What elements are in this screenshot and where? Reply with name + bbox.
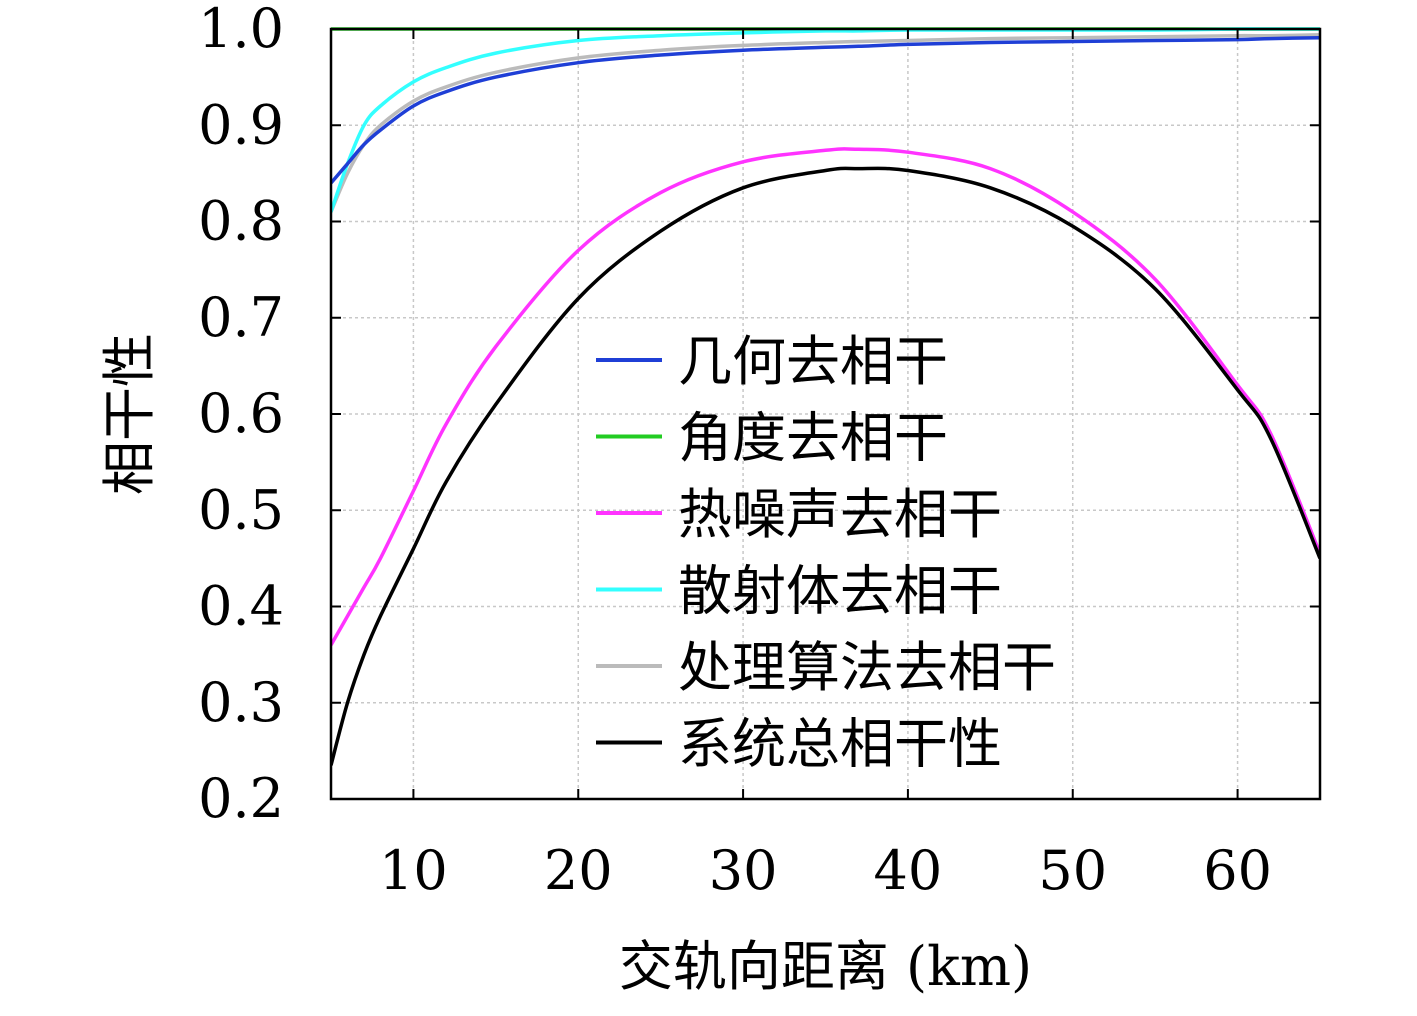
series-line-5 xyxy=(331,166,1320,766)
tick-layer: 10 20 30 40 50 60 0.2 0.3 0.4 0.5 0.6 0.7 0.8 0.9 1.0 xyxy=(198,0,1320,902)
y-tick-label: 0.7 xyxy=(198,286,284,349)
series-line-0 xyxy=(331,35,1320,185)
x-tick-label: 10 xyxy=(379,839,448,902)
x-tick-label: 40 xyxy=(874,839,943,902)
x-tick-label: 20 xyxy=(544,839,613,902)
legend-label-2: 热噪声去相干 xyxy=(678,483,1002,546)
legend-label-5: 系统总相干性 xyxy=(678,713,1002,776)
x-axis-title: 交轨向距离 (km) xyxy=(619,935,1032,998)
y-tick-label: 0.8 xyxy=(198,190,284,253)
y-tick-label: 0.6 xyxy=(198,382,284,445)
legend-label-3: 散射体去相干 xyxy=(678,560,1002,623)
x-tick-label: 30 xyxy=(709,839,778,902)
y-tick-label: 0.3 xyxy=(198,671,284,734)
y-tick-label: 0.2 xyxy=(198,767,284,830)
y-tick-label: 0.5 xyxy=(198,478,284,541)
series-line-4 xyxy=(331,33,1320,213)
x-tick-label: 50 xyxy=(1038,839,1107,902)
y-axis-title: 相干性 xyxy=(98,333,161,495)
legend-label-4: 处理算法去相干 xyxy=(678,636,1056,699)
y-tick-label: 0.9 xyxy=(198,93,284,156)
legend-label-0: 几何去相干 xyxy=(678,330,948,393)
legend-label-1: 角度去相干 xyxy=(678,407,948,470)
x-tick-label: 60 xyxy=(1203,839,1272,902)
y-tick-label: 0.4 xyxy=(198,575,284,638)
y-tick-label: 1.0 xyxy=(198,0,284,60)
series-line-3 xyxy=(331,27,1320,213)
series-line-2 xyxy=(331,147,1320,646)
